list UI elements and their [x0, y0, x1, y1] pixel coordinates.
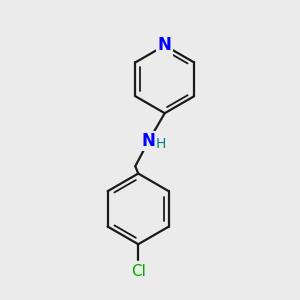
Text: Cl: Cl [131, 264, 146, 279]
Text: H: H [156, 136, 166, 151]
Text: N: N [142, 132, 155, 150]
Text: N: N [158, 37, 172, 55]
